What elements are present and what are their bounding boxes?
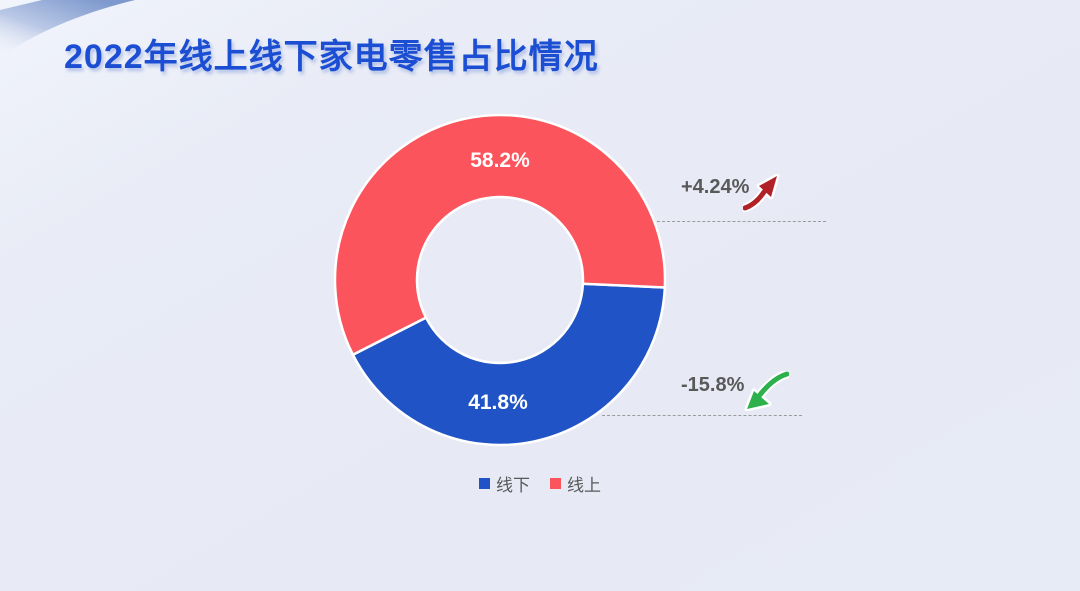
chart-legend: 线下 线上 <box>0 471 1080 496</box>
legend-swatch-online <box>550 478 561 489</box>
donut-slice-线上[interactable] <box>333 113 667 356</box>
donut-slice-线下[interactable] <box>351 282 667 447</box>
legend-item-offline[interactable]: 线下 <box>479 471 530 496</box>
slice-label-offline: 41.8% <box>468 391 528 414</box>
annotation-online-change: +4.24% <box>657 170 826 222</box>
donut-svg <box>333 113 667 447</box>
corner-swoosh-decoration <box>0 0 135 58</box>
legend-label-offline: 线下 <box>496 476 530 495</box>
page-title: 2022年线上线下家电零售占比情况 <box>64 37 599 76</box>
down-trend-arrow-icon <box>744 371 789 411</box>
legend-swatch-offline <box>479 478 490 489</box>
annotation-offline-change: -15.8% <box>602 364 802 416</box>
annotation-online-change-value: +4.24% <box>681 176 750 198</box>
legend-label-online: 线上 <box>567 476 601 495</box>
legend-item-online[interactable]: 线上 <box>550 471 601 496</box>
up-trend-arrow-icon <box>743 174 780 212</box>
annotation-offline-change-value: -15.8% <box>681 374 745 396</box>
slice-label-online: 58.2% <box>470 149 530 172</box>
donut-chart: 58.2% 41.8% <box>332 112 668 448</box>
